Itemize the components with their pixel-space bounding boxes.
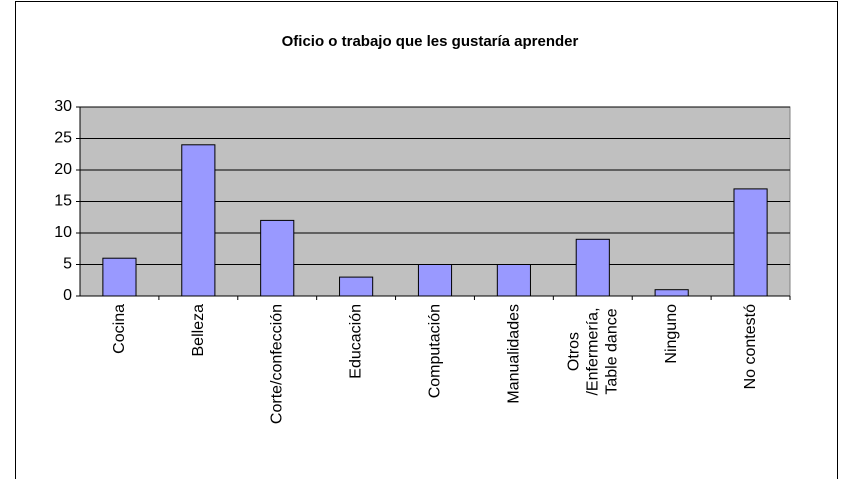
y-tick-label: 5 — [63, 256, 72, 273]
chart-title: Oficio o trabajo que les gustaría aprend… — [282, 33, 579, 50]
x-tick-label: No contestó — [742, 304, 760, 390]
bar — [496, 264, 531, 297]
x-tick-label: Educación — [347, 304, 365, 379]
x-tick-label: Computación — [426, 304, 444, 399]
y-tick-label: 10 — [54, 224, 72, 241]
y-tick-label: 25 — [54, 130, 72, 147]
bar — [733, 188, 768, 297]
bar — [417, 264, 453, 297]
bar — [654, 289, 689, 297]
y-tick-label: 0 — [63, 287, 72, 304]
y-tick-label: 15 — [54, 193, 72, 210]
y-tick-label: 30 — [54, 98, 72, 115]
bar — [260, 219, 295, 297]
x-tick-label: Manualidades — [505, 304, 523, 404]
y-tick-label: 20 — [54, 161, 72, 178]
x-tick-label: Cocina — [110, 304, 128, 354]
bar — [339, 276, 374, 297]
bar — [102, 257, 137, 297]
x-tick-label: Corte/confección — [268, 304, 286, 425]
x-tick-label: Otros /Enfermería, Table dance — [565, 307, 621, 396]
bar — [181, 144, 216, 297]
bar — [575, 238, 610, 297]
x-tick-label: Belleza — [189, 304, 207, 357]
x-tick-label: Ninguno — [663, 304, 681, 364]
